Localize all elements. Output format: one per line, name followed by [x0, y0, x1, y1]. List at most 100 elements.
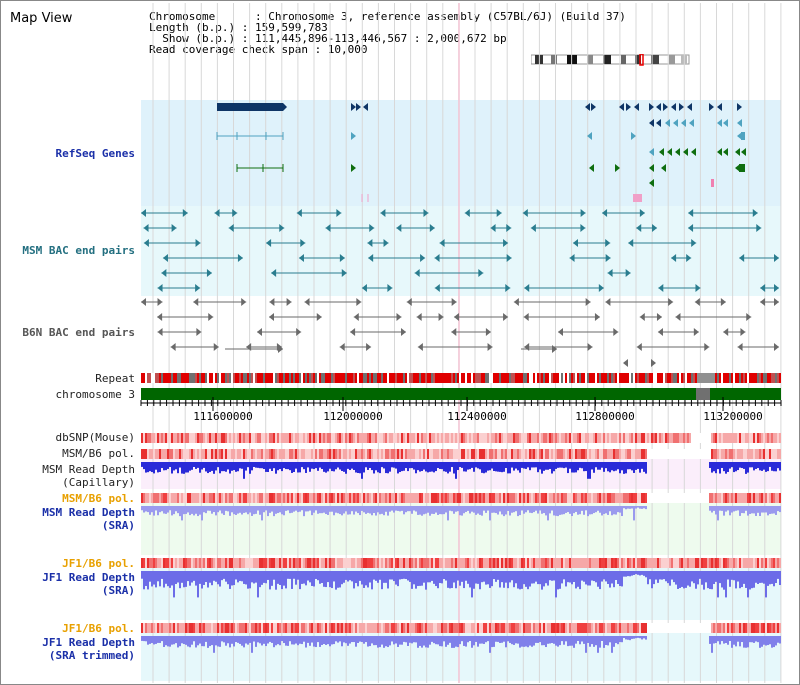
- heat-cell: [313, 433, 315, 443]
- heat-cell: [377, 449, 379, 459]
- repeat-segment: [505, 373, 507, 383]
- repeat-segment: [667, 373, 669, 383]
- depth-bar: [579, 462, 581, 468]
- repeat-segment: [703, 373, 705, 383]
- heat-cell: [565, 493, 567, 503]
- heat-cell: [585, 449, 587, 459]
- heat-cell: [421, 558, 423, 568]
- page-title: Map View: [10, 11, 73, 26]
- depth-bar: [471, 462, 473, 468]
- repeat-segment: [255, 373, 257, 383]
- heat-cell: [353, 449, 355, 459]
- depth-bar: [245, 506, 247, 513]
- heat-cell: [213, 449, 215, 459]
- heat-cell: [467, 449, 469, 459]
- heat-cell: [441, 449, 443, 459]
- depth-bar: [739, 462, 741, 468]
- depth-bar: [579, 506, 581, 515]
- heat-cell: [617, 558, 619, 568]
- heat-cell: [265, 449, 267, 459]
- heat-cell: [249, 623, 251, 633]
- depth-bar: [761, 571, 763, 583]
- depth-bar: [479, 506, 481, 515]
- heat-cell: [469, 623, 471, 633]
- heat-cell: [641, 433, 643, 443]
- depth-bar: [205, 506, 207, 514]
- depth-bar: [477, 571, 479, 584]
- heat-cell: [683, 449, 685, 459]
- heat-cell: [565, 623, 567, 633]
- repeat-segment: [571, 373, 573, 383]
- gene-arrow: [387, 284, 393, 292]
- heat-cell: [485, 449, 487, 459]
- heat-cell: [239, 493, 241, 503]
- heat-cell: [221, 623, 223, 633]
- heat-cell: [423, 449, 425, 459]
- heat-cell: [625, 558, 627, 568]
- depth-bar: [617, 462, 619, 470]
- repeat-segment: [687, 373, 689, 383]
- depth-bar: [145, 636, 147, 642]
- depth-bar: [691, 571, 693, 582]
- heat-cell: [739, 433, 741, 443]
- depth-bar: [463, 571, 465, 589]
- heat-cell: [695, 558, 697, 568]
- heat-cell: [327, 449, 329, 459]
- heat-cell: [475, 449, 477, 459]
- depth-bar: [743, 571, 745, 584]
- depth-bar: [269, 506, 271, 513]
- heat-cell: [667, 558, 669, 568]
- heat-cell: [587, 493, 589, 503]
- heat-cell: [385, 493, 387, 503]
- heat-cell: [169, 623, 171, 633]
- repeat-segment: [167, 373, 169, 383]
- depth-bar: [327, 636, 329, 645]
- depth-bar: [763, 506, 765, 513]
- heat-cell: [353, 558, 355, 568]
- heat-cell: [557, 433, 559, 443]
- heat-cell: [233, 493, 235, 503]
- depth-bar: [215, 462, 217, 471]
- repeat-segment: [503, 373, 505, 383]
- heat-cell: [167, 449, 169, 459]
- heat-cell: [469, 558, 471, 568]
- gene-arrow: [478, 269, 484, 277]
- depth-bar: [237, 462, 239, 472]
- depth-bar: [611, 571, 613, 584]
- heat-cell: [761, 623, 763, 633]
- depth-bar: [757, 506, 759, 513]
- heat-cell: [771, 493, 773, 503]
- heat-cell: [401, 493, 403, 503]
- heat-cell: [359, 558, 361, 568]
- depth-bar: [175, 506, 177, 512]
- depth-bar: [347, 571, 349, 582]
- depth-bar: [749, 636, 751, 643]
- depth-bar: [149, 636, 151, 644]
- heat-cell: [483, 493, 485, 503]
- depth-bar: [459, 462, 461, 468]
- depth-bar: [739, 636, 741, 647]
- repeat-segment: [697, 373, 699, 383]
- depth-bar: [239, 571, 241, 581]
- depth-bar: [507, 506, 509, 511]
- heat-cell: [525, 493, 527, 503]
- depth-bar: [443, 571, 445, 580]
- depth-bar: [367, 636, 369, 647]
- depth-bar: [143, 506, 145, 513]
- depth-bar: [641, 462, 643, 469]
- heat-cell: [429, 449, 431, 459]
- depth-bar: [535, 462, 537, 468]
- heat-cell: [777, 433, 779, 443]
- depth-bar: [595, 636, 597, 646]
- heat-cell: [681, 449, 683, 459]
- depth-bar: [595, 462, 597, 468]
- heat-cell: [425, 623, 427, 633]
- depth-bar: [769, 636, 771, 645]
- heat-cell: [523, 493, 525, 503]
- heat-cell: [293, 433, 295, 443]
- depth-bar: [401, 462, 403, 472]
- heat-cell: [141, 558, 143, 568]
- depth-bar: [217, 636, 219, 647]
- depth-bar: [505, 462, 507, 469]
